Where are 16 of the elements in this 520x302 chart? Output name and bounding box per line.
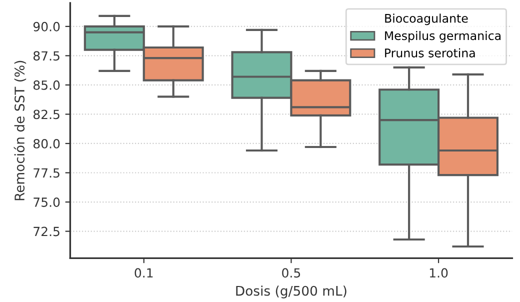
x-tick-label: 1.0: [430, 268, 448, 278]
legend-label: Mespilus germanica: [385, 30, 501, 42]
y-tick-label: 80.0: [33, 138, 60, 148]
y-tick-label: 72.5: [34, 226, 60, 236]
y-tick-label: 77.5: [34, 168, 60, 178]
y-tick-label: 87.5: [33, 51, 60, 61]
y-tick-label: 82.5: [33, 110, 60, 120]
y-tick-label: 85.0: [33, 80, 60, 90]
y-tick-label: 90.0: [33, 22, 60, 32]
x-tick-label: 0.5: [282, 268, 300, 278]
y-tick-label: 75.0: [34, 197, 60, 207]
legend-label: Prunus serotina: [385, 48, 475, 58]
x-tick-label: 0.1: [134, 268, 153, 278]
y-axis-title: Remoción de SST (%): [14, 60, 26, 200]
legend-title: Biocoagulante: [385, 14, 468, 26]
x-axis-title: Dosis (g/500 mL): [236, 286, 346, 298]
